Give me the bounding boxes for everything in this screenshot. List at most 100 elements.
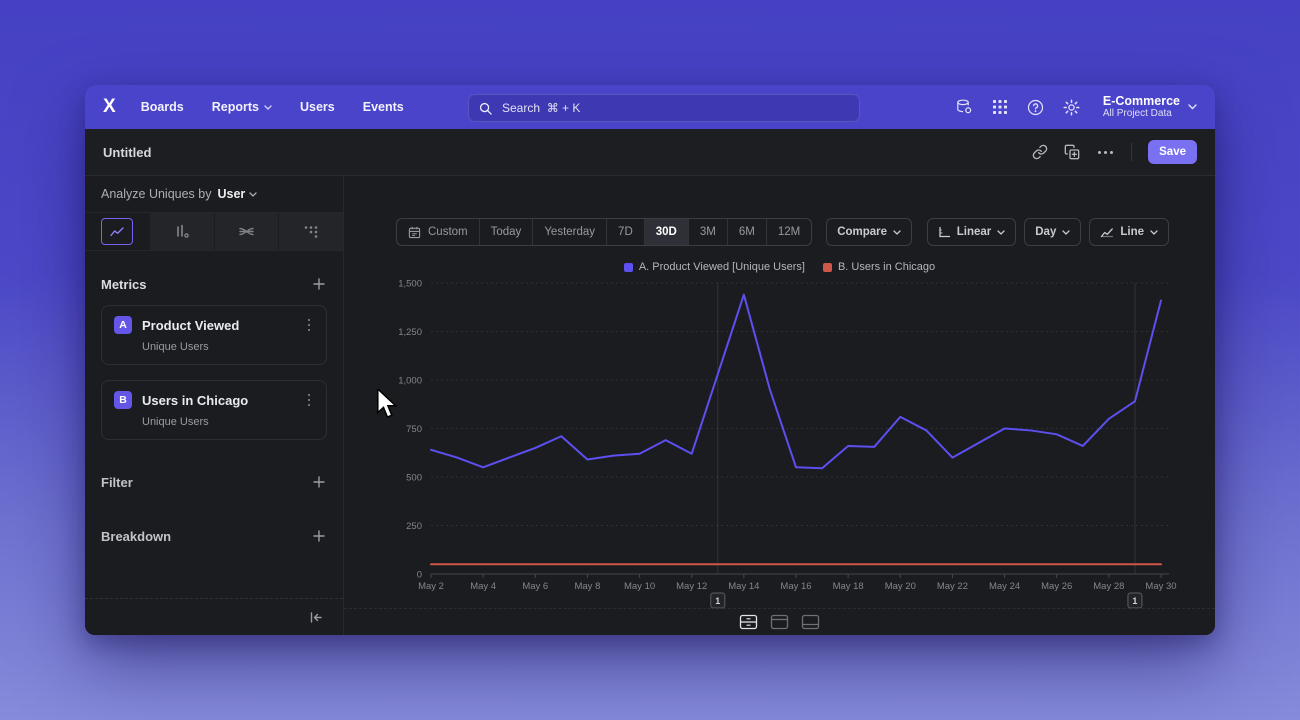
navbar-right: E-Commerce All Project Data	[955, 94, 1197, 120]
save-button[interactable]: Save	[1148, 140, 1197, 164]
svg-text:May 8: May 8	[574, 581, 600, 592]
chevron-down-icon	[249, 191, 257, 197]
nav-item-label: Users	[300, 100, 335, 114]
duplicate-icon[interactable]	[1064, 144, 1080, 160]
copy-link-icon[interactable]	[1032, 144, 1048, 160]
chevron-down-icon	[1150, 229, 1158, 235]
line-chart[interactable]: 0 250 500 750 1,000 1,250 1,500 May 2 May 4 May 6…	[344, 271, 1215, 610]
filter-section: Filter	[85, 474, 343, 490]
add-breakdown-button[interactable]	[311, 528, 327, 544]
analyze-by-dropdown[interactable]: User	[217, 187, 257, 201]
apps-grid-icon[interactable]	[992, 99, 1008, 115]
chart-type-dropdown[interactable]: Line	[1089, 218, 1169, 246]
add-filter-button[interactable]	[311, 474, 327, 490]
project-name: E-Commerce	[1102, 94, 1180, 108]
report-header: Untitled Save	[85, 129, 1215, 176]
dots-funnel-icon	[304, 225, 318, 238]
metric-measurement[interactable]: Unique Users	[142, 416, 209, 428]
metrics-section: Metrics A Product Viewed Unique Users	[85, 251, 343, 440]
metric-measurement[interactable]: Unique Users	[142, 341, 209, 353]
range-label: Yesterday	[544, 226, 596, 238]
legend-item-b[interactable]: B. Users in Chicago	[822, 261, 935, 273]
bar-chart-icon	[176, 224, 189, 238]
view-layout-toolbar	[344, 608, 1215, 635]
chevron-down-icon	[1188, 104, 1197, 110]
metric-card-a[interactable]: A Product Viewed Unique Users	[101, 305, 327, 365]
range-7d[interactable]: 7D	[606, 219, 644, 245]
more-options-icon[interactable]	[1096, 147, 1115, 158]
mixpanel-logo-icon[interactable]: X	[103, 96, 116, 117]
settings-gear-icon[interactable]	[1063, 98, 1080, 116]
svg-text:250: 250	[406, 521, 422, 532]
search-bar[interactable]	[468, 94, 860, 122]
search-icon	[479, 102, 492, 115]
tab-flow[interactable]	[214, 213, 280, 250]
line-chart-icon	[100, 218, 133, 245]
analyze-by-value: User	[217, 187, 246, 201]
svg-text:1,250: 1,250	[398, 327, 422, 338]
range-label: 6M	[738, 226, 755, 238]
chart-panel: Custom Today Yesterday 7D 30D 3M 6M 12M …	[344, 176, 1215, 635]
tab-bar-chart[interactable]	[149, 213, 215, 250]
chart-svg: 0 250 500 750 1,000 1,250 1,500 May 2 May 4 May 6…	[398, 279, 1177, 609]
nav-item-events[interactable]: Events	[363, 100, 404, 114]
scale-dropdown[interactable]: Linear	[926, 218, 1017, 246]
svg-text:May 10: May 10	[624, 581, 655, 592]
plus-icon	[313, 476, 325, 488]
collapse-sidebar-icon[interactable]	[309, 611, 323, 624]
range-label: 7D	[618, 226, 633, 238]
legend-item-a[interactable]: A. Product Viewed [Unique Users]	[623, 261, 805, 273]
nav-item-reports[interactable]: Reports	[212, 100, 272, 114]
range-custom[interactable]: Custom	[397, 219, 479, 245]
project-subtitle: All Project Data	[1102, 108, 1172, 119]
metric-card-b[interactable]: B Users in Chicago Unique Users	[101, 380, 327, 440]
search-input[interactable]	[500, 100, 849, 116]
project-text: E-Commerce All Project Data	[1103, 94, 1180, 120]
svg-text:1: 1	[1132, 596, 1137, 606]
range-yesterday[interactable]: Yesterday	[532, 219, 606, 245]
range-12m[interactable]: 12M	[765, 219, 811, 245]
filter-title: Filter	[101, 474, 133, 490]
svg-text:500: 500	[406, 473, 422, 484]
nav-item-users[interactable]: Users	[300, 100, 335, 114]
calendar-icon	[408, 226, 421, 238]
top-navbar: X Boards Reports Users Events	[85, 85, 1215, 129]
svg-text:May 16: May 16	[780, 581, 811, 592]
chart-display-controls: Linear Day Line	[926, 218, 1169, 246]
range-6m[interactable]: 6M	[726, 219, 766, 245]
help-icon[interactable]	[1027, 99, 1044, 116]
svg-text:May 24: May 24	[989, 581, 1020, 592]
report-title[interactable]: Untitled	[103, 144, 152, 160]
chart-type-tabs	[85, 213, 343, 251]
nav-item-boards[interactable]: Boards	[141, 100, 184, 114]
kebab-menu-icon[interactable]	[304, 392, 315, 409]
layout-table-only-button[interactable]	[801, 614, 820, 630]
sidebar-footer	[85, 598, 343, 635]
data-management-icon[interactable]	[955, 98, 973, 116]
layout-chart-only-button[interactable]	[770, 614, 789, 630]
add-metric-button[interactable]	[311, 276, 327, 292]
project-selector[interactable]: E-Commerce All Project Data	[1103, 94, 1197, 120]
nav-item-label: Boards	[140, 100, 184, 114]
nav-item-label: Events	[362, 100, 404, 114]
svg-text:May 28: May 28	[1093, 581, 1124, 592]
divider	[1131, 143, 1133, 161]
kebab-menu-icon[interactable]	[304, 317, 315, 334]
range-today[interactable]: Today	[478, 219, 533, 245]
svg-text:1,000: 1,000	[398, 376, 422, 387]
plus-icon	[313, 530, 325, 542]
compare-button[interactable]: Compare	[826, 218, 913, 246]
chevron-down-icon	[997, 229, 1005, 235]
layout-split-view-button[interactable]	[739, 614, 758, 630]
chart-legend: A. Product Viewed [Unique Users] B. User…	[344, 261, 1215, 273]
svg-text:May 14: May 14	[728, 581, 759, 592]
tab-insights-line[interactable]	[85, 213, 150, 250]
compare-label: Compare	[837, 226, 888, 238]
range-30d[interactable]: 30D	[643, 219, 688, 245]
range-3m[interactable]: 3M	[687, 219, 727, 245]
app-window: X Boards Reports Users Events	[85, 85, 1215, 635]
interval-dropdown[interactable]: Day	[1024, 218, 1082, 246]
tab-funnel-dots[interactable]	[279, 213, 343, 250]
analyze-row: Analyze Uniques by User	[85, 176, 343, 213]
